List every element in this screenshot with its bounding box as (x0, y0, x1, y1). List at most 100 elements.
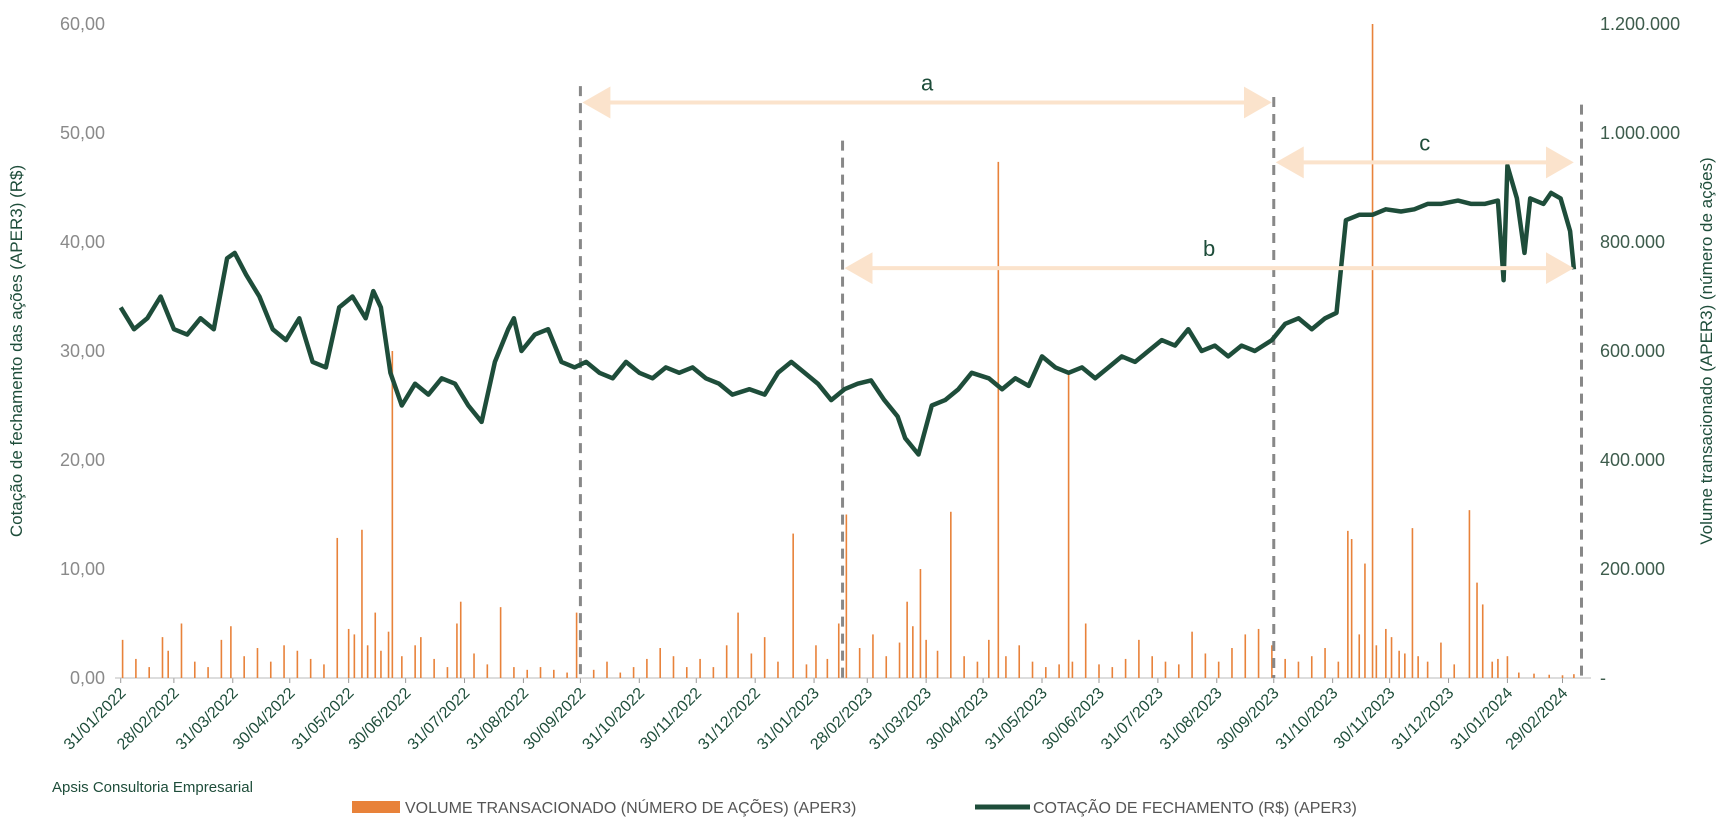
period-label: a (921, 70, 934, 95)
volume-bar (699, 658, 701, 678)
volume-bar (1506, 656, 1509, 678)
volume-bar (296, 650, 299, 678)
volume-bar (220, 639, 223, 678)
x-tick-label: 30/04/2023 (923, 685, 992, 754)
volume-bar (1111, 667, 1114, 678)
y-tick-label: 60,00 (60, 14, 105, 34)
x-tick-label: 31/07/2023 (1098, 685, 1167, 754)
volume-bar (269, 661, 272, 678)
volume-bar (1364, 563, 1366, 678)
volume-bar (619, 672, 622, 678)
volume-bar (361, 529, 363, 678)
x-tick-label: 31/07/2022 (405, 685, 474, 754)
volume-bar (433, 658, 435, 678)
volume-bar (1084, 623, 1087, 678)
volume-bar (1045, 667, 1047, 678)
volume-bar (553, 669, 555, 678)
x-tick-label: 30/06/2022 (346, 685, 415, 754)
volume-bar (1453, 664, 1456, 678)
volume-bar (1347, 530, 1349, 678)
y-tick-label: 50,00 (60, 123, 105, 143)
volume-bar (1417, 656, 1419, 678)
volume-bar (950, 511, 952, 678)
volume-bar (366, 645, 369, 678)
volume-bar (685, 667, 688, 678)
volume-bar (1358, 634, 1361, 678)
volume-bar (446, 667, 449, 678)
volume-bar (963, 656, 965, 678)
volume-bar (858, 648, 861, 678)
x-tick-label: 30/09/2023 (1214, 685, 1283, 754)
volume-bar (1217, 661, 1220, 678)
price-line (118, 163, 1577, 457)
volume-bar (919, 569, 922, 678)
y-tick-label: 30,00 (60, 341, 105, 361)
volume-bar (1138, 639, 1140, 678)
volume-bar (1058, 664, 1060, 678)
volume-bar (256, 648, 259, 678)
volume-bar (1481, 604, 1484, 678)
volume-bar (1411, 528, 1414, 678)
legend-swatch (352, 801, 400, 813)
volume-bar (459, 601, 462, 678)
volume-bar (1404, 653, 1406, 678)
volume-bar (725, 645, 728, 678)
volume-bar (1573, 674, 1575, 678)
y-axis-title: Cotação de fechamento das ações (APER3) … (7, 165, 26, 537)
volume-bar (750, 653, 753, 678)
volume-bar (872, 634, 874, 678)
volume-bar (1005, 656, 1007, 678)
volume-bar (712, 667, 715, 678)
volume-bar (997, 161, 1000, 678)
volume-bar (1324, 648, 1326, 678)
volume-bar (1231, 648, 1233, 678)
volume-bar (1561, 675, 1564, 678)
volume-bar (148, 667, 150, 678)
volume-bar (1164, 661, 1167, 678)
volume-bar (845, 514, 848, 678)
volume-bar (1151, 656, 1153, 678)
volume-bar (1067, 372, 1070, 678)
x-tick-label: 31/10/2023 (1273, 685, 1342, 754)
volume-bar (906, 601, 908, 678)
volume-bar (539, 667, 542, 678)
volume-bar (420, 637, 422, 678)
volume-bar (193, 661, 196, 678)
x-tick-label: 31/12/2023 (1389, 685, 1458, 754)
source: Apsis Consultoria Empresarial (52, 779, 253, 796)
volume-bar (1398, 650, 1400, 678)
y-tick-label: 0,00 (70, 668, 105, 688)
volume-bar (898, 642, 901, 678)
period-label: c (1419, 130, 1430, 155)
volume-bar (1533, 673, 1535, 678)
volume-bar (1244, 634, 1247, 678)
volume-bar (473, 653, 475, 678)
volume-bar (387, 631, 390, 678)
volume-bar (374, 612, 377, 678)
volume-bar (837, 623, 840, 678)
x-tick-label: 31/10/2022 (579, 685, 648, 754)
volume-bar (777, 661, 779, 678)
volume-bar (1440, 642, 1442, 678)
volume-bar (912, 626, 914, 678)
volume-bar (513, 667, 515, 678)
y2-tick-label: - (1600, 668, 1606, 688)
volume-bar (1491, 661, 1494, 678)
volume-bar (606, 661, 608, 678)
volume-bar (632, 667, 635, 678)
volume-bar (1031, 661, 1034, 678)
period-label: b (1203, 236, 1215, 261)
y2-tick-label: 400.000 (1600, 450, 1665, 470)
volume-bar (283, 645, 285, 678)
volume-bar (1390, 637, 1393, 678)
volume-bar (592, 669, 595, 678)
y2-tick-label: 1.000.000 (1600, 123, 1680, 143)
volume-bar (976, 661, 979, 678)
volume-bar (180, 623, 183, 678)
volume-bar (566, 672, 568, 678)
volume-bar (230, 626, 232, 678)
y2-tick-label: 800.000 (1600, 232, 1665, 252)
legend-label: COTAÇÃO DE FECHAMENTO (R$) (APER3) (1033, 797, 1357, 817)
volume-bar (1098, 664, 1100, 678)
volume-bar (1385, 628, 1387, 678)
